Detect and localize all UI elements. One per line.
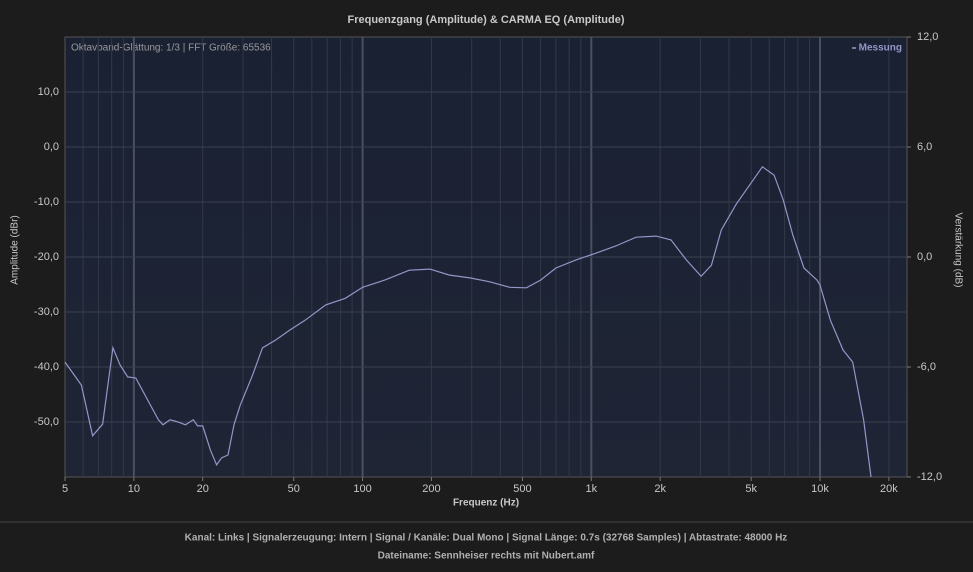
x-tick-label: 20k bbox=[880, 483, 898, 495]
x-tick-label: 2k bbox=[654, 483, 666, 495]
x-tick-label: 100 bbox=[353, 483, 371, 495]
y-tick-label: -50,0 bbox=[34, 416, 59, 428]
y-tick-label: -10,0 bbox=[34, 196, 59, 208]
y-tick-label: 0,0 bbox=[44, 141, 59, 153]
y-tick-label: -30,0 bbox=[34, 306, 59, 318]
x-tick-label: 50 bbox=[288, 483, 300, 495]
chart-title: Frequenzgang (Amplitude) & CARMA EQ (Amp… bbox=[347, 14, 624, 26]
x-tick-label: 200 bbox=[422, 483, 440, 495]
x-tick-label: 500 bbox=[513, 483, 531, 495]
y2-tick-label: -12,0 bbox=[917, 471, 942, 483]
x-axis-title: Frequenz (Hz) bbox=[453, 498, 519, 509]
footer-file: Dateiname: Sennheiser rechts mit Nubert.… bbox=[378, 551, 595, 562]
annotation: Oktavband-Glättung: 1/3 | FFT Größe: 655… bbox=[71, 43, 271, 54]
y2-tick-label: -6,0 bbox=[917, 361, 936, 373]
y2-tick-label: 6,0 bbox=[917, 141, 932, 153]
x-tick-label: 1k bbox=[585, 483, 597, 495]
legend-label: Messung bbox=[859, 43, 902, 54]
y-tick-label: 10,0 bbox=[38, 86, 59, 98]
y2-tick-label: 0,0 bbox=[917, 251, 932, 263]
y-tick-label: -40,0 bbox=[34, 361, 59, 373]
y2-axis-title: Verstärkung (dB) bbox=[952, 212, 963, 287]
x-tick-label: 20 bbox=[197, 483, 209, 495]
x-tick-label: 5 bbox=[62, 483, 68, 495]
x-tick-label: 5k bbox=[745, 483, 757, 495]
x-tick-label: 10 bbox=[128, 483, 140, 495]
y-axis-title: Amplitude (dBr) bbox=[10, 215, 21, 284]
footer-info: Kanal: Links | Signalerzeugung: Intern |… bbox=[185, 533, 788, 544]
data-line bbox=[64, 165, 872, 478]
y2-tick-label: 12,0 bbox=[917, 31, 938, 43]
y-tick-label: -20,0 bbox=[34, 251, 59, 263]
x-tick-label: 10k bbox=[811, 483, 829, 495]
